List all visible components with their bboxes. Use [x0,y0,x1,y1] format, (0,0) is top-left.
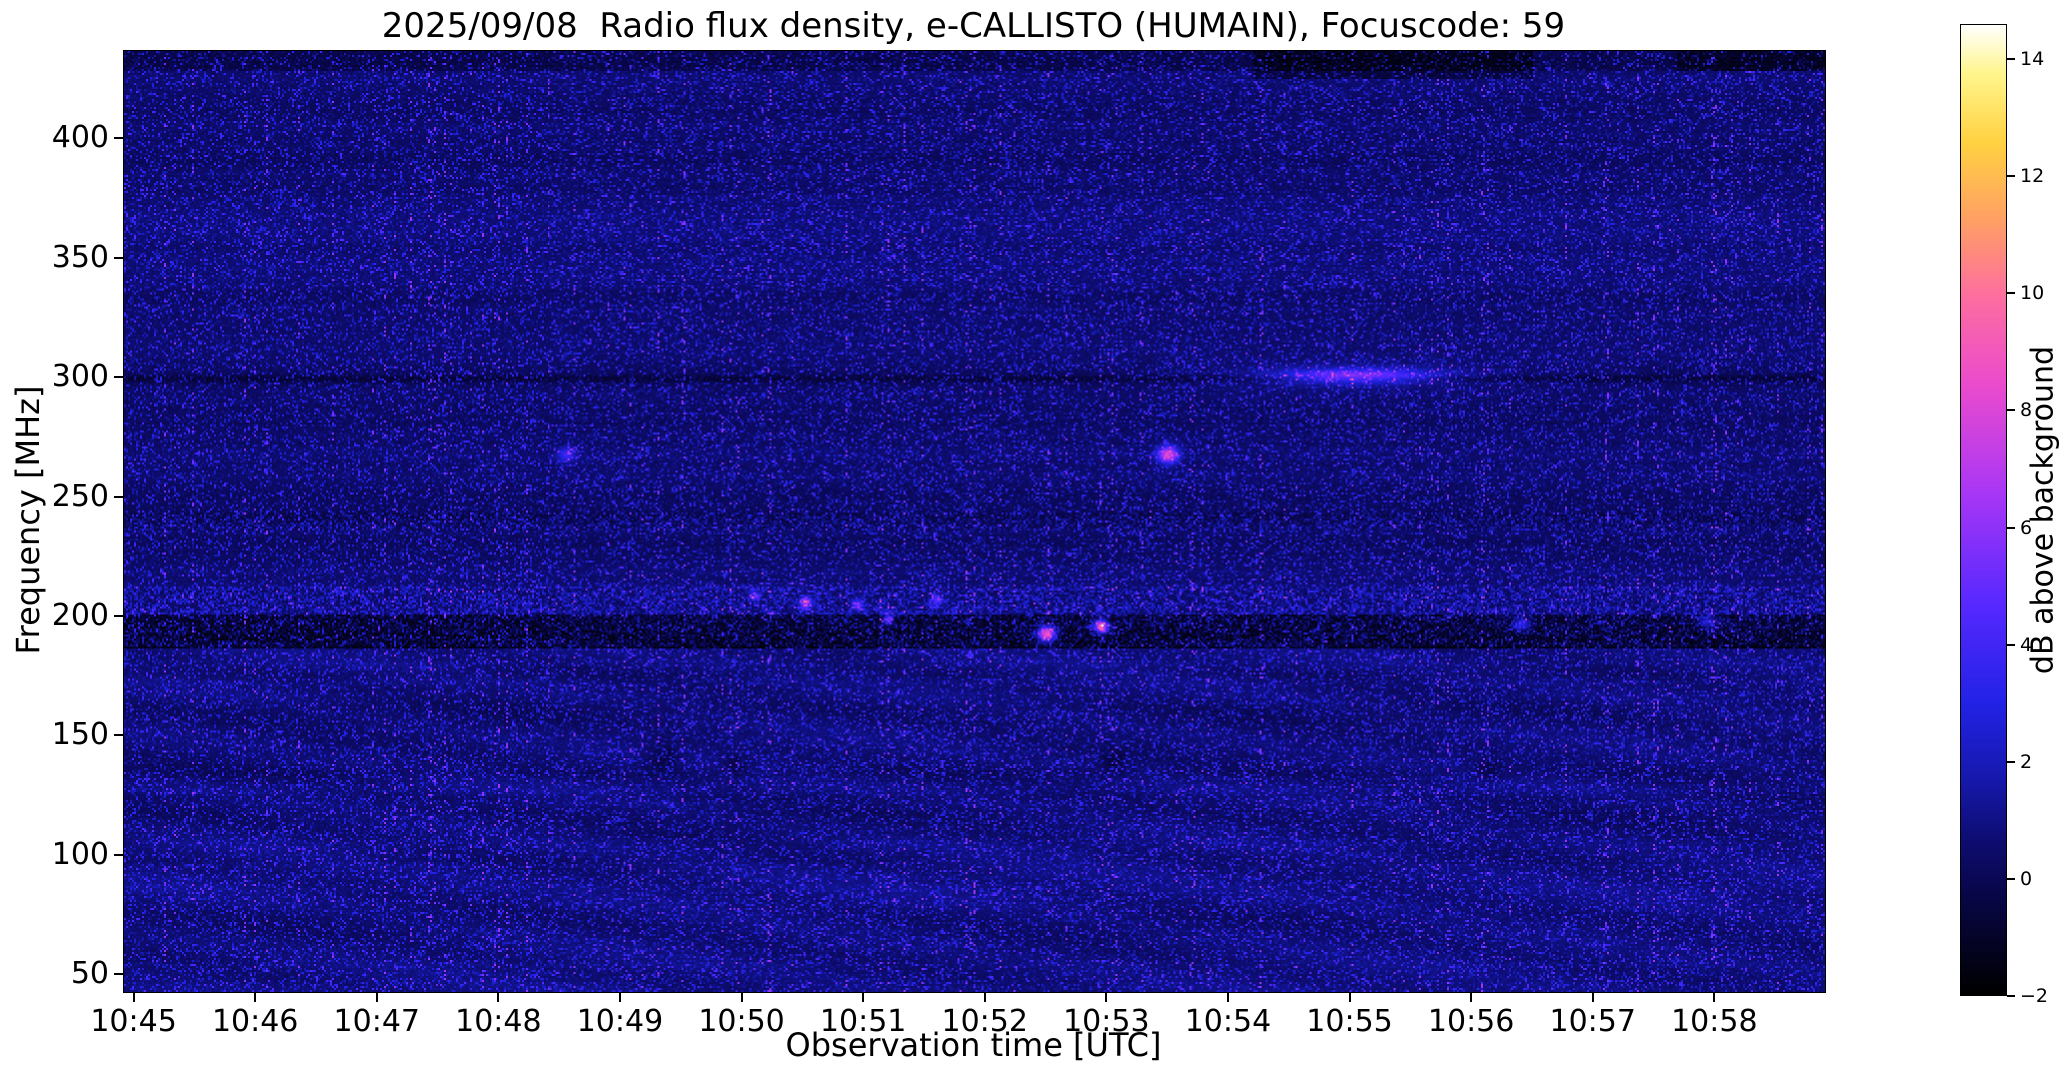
spectrogram-image [124,51,1825,992]
colorbar-tick-mark [2007,175,2015,178]
colorbar-tick-label: 12 [2020,165,2045,188]
x-tick-label: 10:56 [1427,1004,1515,1039]
colorbar-tick-mark [2007,58,2015,61]
colorbar-tick-label: −2 [2020,985,2049,1007]
x-tick-label: 10:57 [1549,1004,1636,1039]
colorbar-tick-label: 2 [2020,750,2033,773]
x-tick-label: 10:48 [455,1004,542,1039]
y-tick-mark [114,137,123,140]
colorbar-tick-mark [2007,877,2015,880]
x-tick-label: 10:53 [1063,1004,1150,1039]
x-tick-mark [132,993,135,1002]
x-tick-mark [497,993,500,1002]
y-tick-mark [114,256,123,259]
x-tick-label: 10:45 [90,1004,177,1039]
y-tick-mark [114,973,123,976]
x-tick-label: 10:46 [211,1004,299,1039]
colorbar-tick-mark [2007,526,2015,529]
colorbar-tick-mark [2007,409,2015,412]
y-tick-mark [114,376,123,379]
colorbar-tick-label: 0 [2020,867,2033,890]
x-tick-mark [1105,993,1108,1002]
y-tick-label: 400 [51,120,109,156]
x-tick-mark [375,993,378,1002]
y-tick-mark [114,853,123,856]
y-tick-label: 200 [51,598,109,634]
y-tick-label: 300 [51,359,109,395]
colorbar-tick-label: 8 [2020,399,2033,422]
x-axis-label: Observation time [UTC] [785,1026,1162,1064]
x-tick-label: 10:54 [1184,1004,1272,1039]
x-tick-mark [618,993,621,1002]
x-tick-mark [1713,993,1716,1002]
x-tick-label: 10:52 [941,1004,1028,1039]
x-tick-mark [983,993,986,1002]
x-tick-label: 10:49 [576,1004,664,1039]
colorbar-tick-label: 4 [2020,633,2033,656]
x-tick-mark [740,993,743,1002]
colorbar [1960,24,2007,996]
x-tick-mark [1470,993,1473,1002]
x-tick-label: 10:50 [698,1004,785,1039]
colorbar-tick-mark [2007,292,2015,295]
x-tick-label: 10:51 [819,1004,907,1039]
plot-title: 2025/09/08 Radio flux density, e-CALLIST… [381,6,1566,46]
y-tick-mark [114,615,123,618]
colorbar-gradient [1961,25,2006,995]
colorbar-tick-mark [2007,995,2015,997]
colorbar-tick-mark [2007,643,2015,646]
x-tick-label: 10:55 [1306,1004,1393,1039]
y-tick-label: 100 [51,836,109,872]
x-tick-mark [1226,993,1229,1002]
y-tick-label: 350 [51,239,109,275]
x-tick-mark [1591,993,1594,1002]
colorbar-tick-label: 10 [2020,282,2045,305]
plot-area [123,50,1826,993]
colorbar-tick-mark [2007,760,2015,763]
x-tick-label: 10:47 [333,1004,420,1039]
y-tick-mark [114,734,123,737]
x-tick-label: 10:58 [1671,1004,1758,1039]
x-tick-mark [254,993,257,1002]
y-tick-mark [114,495,123,498]
x-tick-mark [1348,993,1351,1002]
colorbar-tick-label: 6 [2020,516,2033,539]
colorbar-tick-label: 14 [2020,48,2045,71]
x-tick-mark [862,993,865,1002]
colorbar-label: dB above background [2025,345,2061,675]
y-tick-label: 250 [51,478,109,514]
y-tick-label: 50 [70,956,109,992]
y-tick-label: 150 [51,717,109,753]
